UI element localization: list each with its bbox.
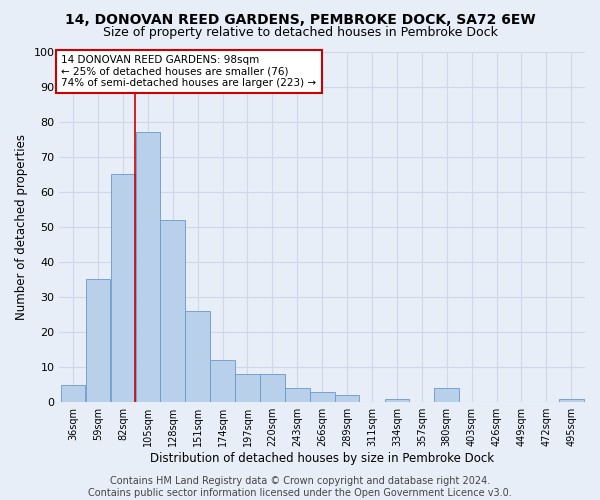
Bar (260, 374, 284, 402)
Bar (335, 395, 359, 402)
Text: Size of property relative to detached houses in Pembroke Dock: Size of property relative to detached ho… (103, 26, 497, 39)
Bar (136, 132, 160, 402)
Bar (110, 174, 135, 402)
Bar (235, 374, 260, 402)
Bar (385, 398, 409, 402)
Text: Contains HM Land Registry data © Crown copyright and database right 2024.
Contai: Contains HM Land Registry data © Crown c… (88, 476, 512, 498)
X-axis label: Distribution of detached houses by size in Pembroke Dock: Distribution of detached houses by size … (150, 452, 494, 465)
Bar (160, 220, 185, 402)
Bar (210, 360, 235, 402)
Text: 14, DONOVAN REED GARDENS, PEMBROKE DOCK, SA72 6EW: 14, DONOVAN REED GARDENS, PEMBROKE DOCK,… (65, 12, 535, 26)
Bar (285, 388, 310, 402)
Bar (61, 384, 85, 402)
Y-axis label: Number of detached properties: Number of detached properties (15, 134, 28, 320)
Bar (86, 280, 110, 402)
Bar (185, 311, 210, 402)
Bar (434, 388, 459, 402)
Text: 14 DONOVAN REED GARDENS: 98sqm
← 25% of detached houses are smaller (76)
74% of : 14 DONOVAN REED GARDENS: 98sqm ← 25% of … (61, 55, 316, 88)
Bar (559, 398, 584, 402)
Bar (310, 392, 335, 402)
